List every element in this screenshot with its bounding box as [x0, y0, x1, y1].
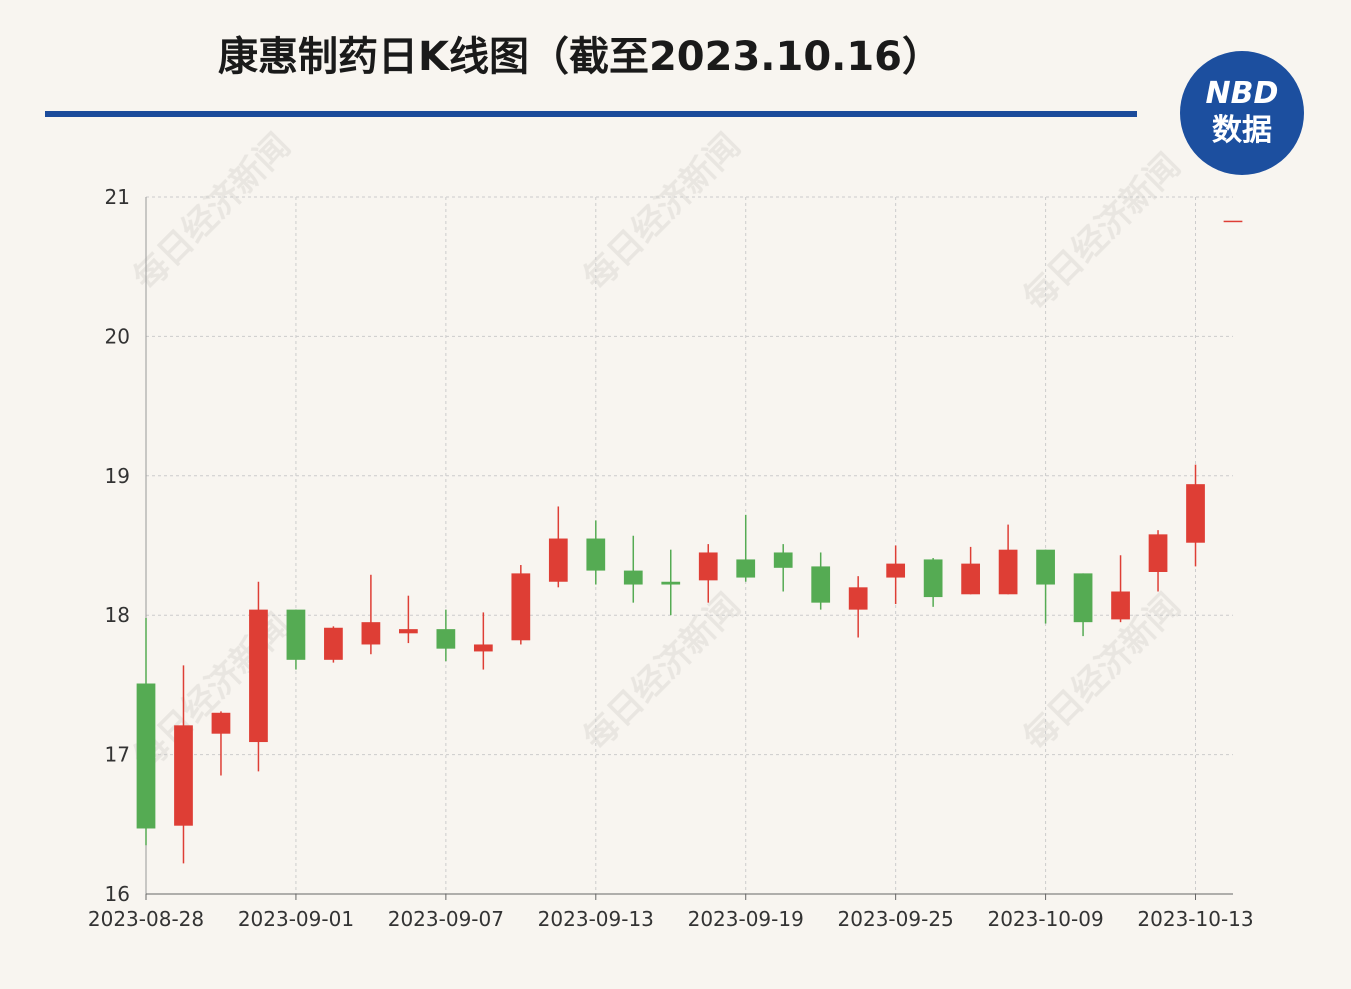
candle-body	[174, 725, 193, 826]
candle-body	[1073, 573, 1093, 623]
x-tick-label: 2023-10-09	[987, 907, 1103, 931]
x-tick-label: 2023-09-19	[688, 907, 804, 931]
x-tick-label: 2023-10-13	[1137, 907, 1253, 931]
candle-body	[1186, 484, 1205, 543]
logo-bottom: 数据	[1212, 113, 1272, 148]
candle-body	[1148, 534, 1168, 572]
candle-body	[1036, 549, 1055, 585]
candle-body	[736, 559, 756, 578]
watermark: 每日经济新闻	[1016, 146, 1189, 319]
y-tick-label: 19	[105, 464, 130, 488]
y-tick-label: 20	[105, 324, 130, 348]
candle-body	[436, 629, 456, 649]
x-tick-label: 2023-09-01	[238, 907, 354, 931]
watermark: 每日经济新闻	[1016, 586, 1189, 759]
candle-body	[473, 644, 493, 652]
candle-body	[361, 622, 381, 645]
candle-body	[623, 570, 643, 585]
x-tick-label: 2023-08-28	[88, 907, 204, 931]
candle-body	[136, 683, 156, 829]
chart-title: 康惠制药日K线图（截至2023.10.16）	[218, 34, 942, 80]
logo	[1180, 51, 1304, 175]
y-tick-label: 17	[105, 743, 130, 767]
candle-body	[998, 549, 1018, 595]
y-tick-label: 21	[105, 185, 130, 209]
watermark: 每日经济新闻	[576, 586, 749, 759]
candle-body	[811, 566, 831, 603]
x-tick-label: 2023-09-13	[538, 907, 654, 931]
candle-body	[923, 559, 943, 598]
candle-body	[661, 581, 681, 585]
watermark: 每日经济新闻	[576, 126, 749, 299]
x-tick-label: 2023-09-25	[838, 907, 954, 931]
candle-body	[848, 587, 868, 610]
candle-body	[286, 609, 306, 660]
candle-body	[698, 552, 718, 581]
candle-body	[324, 627, 343, 660]
candle-body	[511, 573, 531, 641]
candle-body	[399, 629, 418, 634]
candle-body	[586, 538, 606, 571]
candle-body	[249, 609, 268, 743]
title-rule	[45, 111, 1137, 117]
candle-body	[211, 712, 231, 734]
x-tick-label: 2023-09-07	[388, 907, 504, 931]
logo-top: NBD	[1206, 76, 1279, 111]
candle-body	[1111, 591, 1130, 620]
candle-body	[961, 563, 980, 595]
candle-body	[773, 552, 793, 568]
y-tick-label: 18	[105, 603, 130, 627]
candle-body	[886, 563, 906, 578]
y-tick-label: 16	[105, 882, 130, 906]
watermark: 每日经济新闻	[126, 126, 299, 299]
candle-body	[1223, 220, 1243, 223]
candle-body	[548, 538, 568, 582]
